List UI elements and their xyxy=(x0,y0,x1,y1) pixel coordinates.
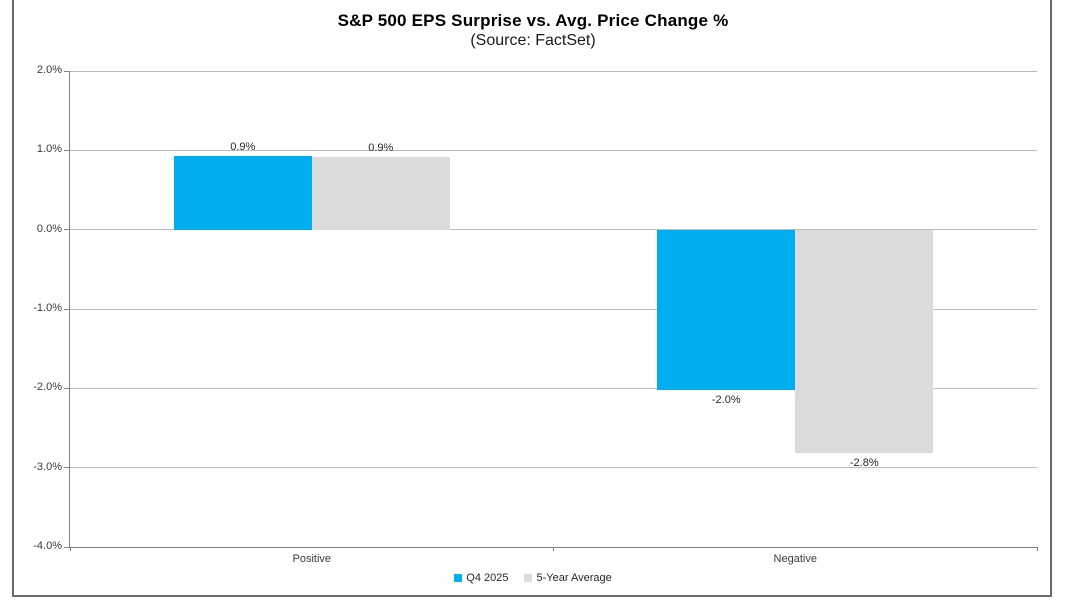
y-axis-tick-mark xyxy=(64,546,69,548)
x-axis-category-label: Negative xyxy=(773,553,817,565)
gridline xyxy=(70,70,1037,72)
y-axis-tick-mark xyxy=(64,149,69,151)
bar-5-year-average-negative xyxy=(795,229,934,453)
y-axis-tick-mark xyxy=(64,70,69,72)
legend-item-5-year-average: 5-Year Average xyxy=(524,572,612,584)
y-axis-tick-mark xyxy=(64,467,69,469)
y-axis-tick-label: 2.0% xyxy=(36,64,62,76)
y-axis-tick-label: -2.0% xyxy=(33,381,62,394)
y-axis-tick-label: 0.0% xyxy=(36,222,62,235)
x-axis-tick-mark xyxy=(553,547,554,551)
y-axis-tick-mark xyxy=(64,387,69,389)
legend: Q4 2025 5-Year Average xyxy=(0,572,1066,584)
gridline xyxy=(70,387,1037,389)
chart-title: S&P 500 EPS Surprise vs. Avg. Price Chan… xyxy=(337,11,729,30)
bar-5-year-average-positive xyxy=(311,157,450,230)
bar-q4-2025-positive xyxy=(173,155,312,230)
x-axis-category-label: Positive xyxy=(292,553,332,565)
legend-label: 5-Year Average xyxy=(536,572,612,584)
y-axis-tick-mark xyxy=(64,308,69,310)
legend-item-q4-2025: Q4 2025 xyxy=(454,572,508,584)
y-axis-tick-label: -3.0% xyxy=(33,460,62,473)
bar-data-label: -2.0% xyxy=(711,393,741,406)
gridline xyxy=(70,149,1037,151)
bar-q4-2025-negative xyxy=(657,229,796,390)
gridline xyxy=(70,308,1037,310)
x-axis-line xyxy=(70,546,1037,548)
y-axis-tick-mark xyxy=(64,229,69,231)
chart-subtitle: (Source: FactSet) xyxy=(470,32,596,49)
bar-data-label: 0.9% xyxy=(368,142,394,155)
legend-swatch-icon xyxy=(524,574,533,582)
y-axis-tick-label: 1.0% xyxy=(36,143,62,156)
y-axis-tick-label: -4.0% xyxy=(33,540,62,552)
y-axis-tick-label: -1.0% xyxy=(33,302,62,314)
bar-data-label: -2.8% xyxy=(849,456,879,469)
legend-swatch-icon xyxy=(454,574,463,582)
legend-label: Q4 2025 xyxy=(466,572,509,584)
x-axis-tick-mark xyxy=(1036,547,1038,551)
bar-data-label: 0.9% xyxy=(230,140,256,153)
chart-frame xyxy=(12,0,1052,597)
gridline xyxy=(70,467,1037,469)
y-axis-line xyxy=(69,71,70,548)
x-axis-tick-mark xyxy=(69,547,71,551)
gridline xyxy=(70,229,1037,231)
